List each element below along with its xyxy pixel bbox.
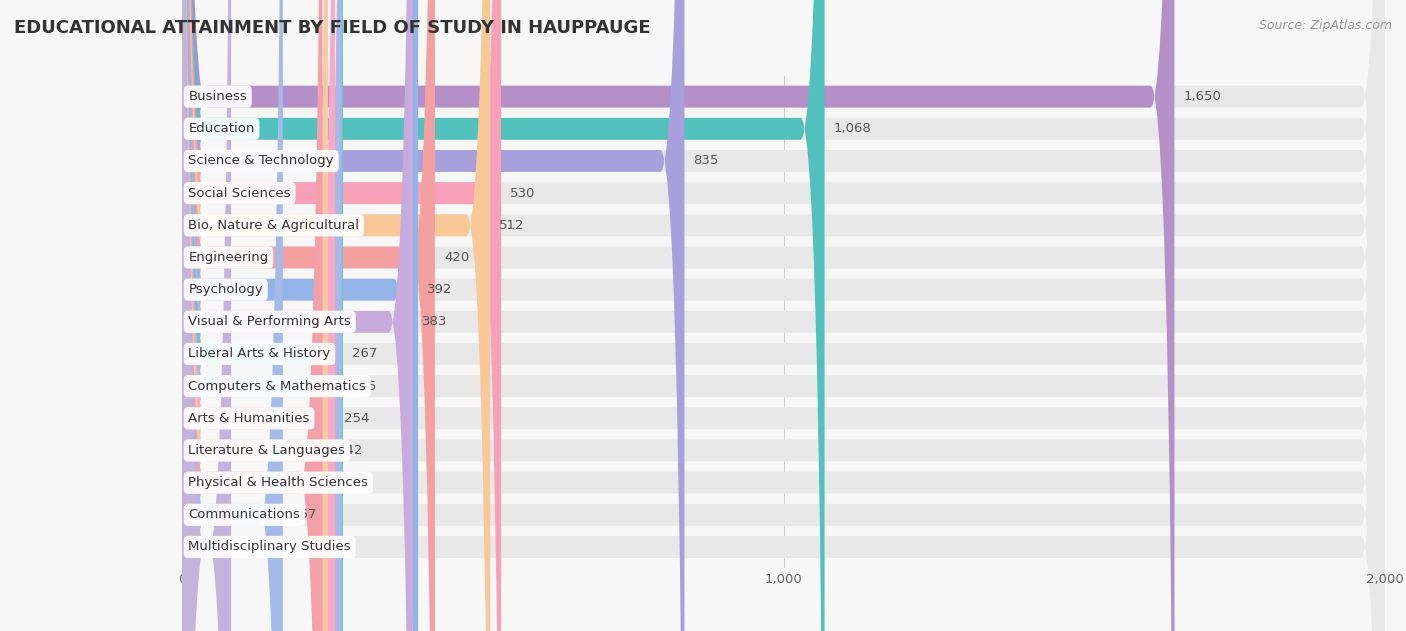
Text: Multidisciplinary Studies: Multidisciplinary Studies bbox=[188, 541, 352, 553]
Text: 267: 267 bbox=[352, 348, 377, 360]
Text: 512: 512 bbox=[499, 219, 524, 232]
FancyBboxPatch shape bbox=[183, 0, 322, 631]
FancyBboxPatch shape bbox=[183, 0, 231, 631]
FancyBboxPatch shape bbox=[183, 0, 1385, 631]
FancyBboxPatch shape bbox=[183, 0, 1385, 631]
Text: Education: Education bbox=[188, 122, 254, 135]
Text: Engineering: Engineering bbox=[188, 251, 269, 264]
Text: 1,650: 1,650 bbox=[1184, 90, 1222, 103]
FancyBboxPatch shape bbox=[183, 0, 1385, 631]
Text: Science & Technology: Science & Technology bbox=[188, 155, 335, 167]
FancyBboxPatch shape bbox=[183, 0, 1385, 631]
FancyBboxPatch shape bbox=[183, 0, 491, 631]
Text: 233: 233 bbox=[332, 476, 357, 489]
Text: Literature & Languages: Literature & Languages bbox=[188, 444, 346, 457]
FancyBboxPatch shape bbox=[183, 0, 1385, 631]
Text: 392: 392 bbox=[427, 283, 453, 296]
Text: Psychology: Psychology bbox=[188, 283, 263, 296]
FancyBboxPatch shape bbox=[183, 0, 1385, 631]
Text: Source: ZipAtlas.com: Source: ZipAtlas.com bbox=[1258, 19, 1392, 32]
Text: 530: 530 bbox=[510, 187, 536, 199]
Text: 265: 265 bbox=[350, 380, 377, 392]
FancyBboxPatch shape bbox=[183, 0, 1385, 631]
FancyBboxPatch shape bbox=[183, 0, 343, 631]
Text: Arts & Humanities: Arts & Humanities bbox=[188, 412, 309, 425]
Text: 420: 420 bbox=[444, 251, 470, 264]
FancyBboxPatch shape bbox=[183, 0, 283, 631]
Text: Business: Business bbox=[188, 90, 247, 103]
FancyBboxPatch shape bbox=[183, 0, 1385, 631]
Text: 835: 835 bbox=[693, 155, 718, 167]
Text: 242: 242 bbox=[337, 444, 363, 457]
Text: 1,068: 1,068 bbox=[834, 122, 872, 135]
Text: Communications: Communications bbox=[188, 509, 301, 521]
FancyBboxPatch shape bbox=[183, 0, 418, 631]
Text: Liberal Arts & History: Liberal Arts & History bbox=[188, 348, 330, 360]
FancyBboxPatch shape bbox=[183, 0, 413, 631]
FancyBboxPatch shape bbox=[183, 0, 342, 631]
FancyBboxPatch shape bbox=[183, 0, 1385, 631]
FancyBboxPatch shape bbox=[183, 0, 1385, 631]
FancyBboxPatch shape bbox=[183, 0, 1385, 631]
FancyBboxPatch shape bbox=[183, 0, 1385, 631]
FancyBboxPatch shape bbox=[183, 0, 328, 631]
Text: Computers & Mathematics: Computers & Mathematics bbox=[188, 380, 366, 392]
Text: 383: 383 bbox=[422, 316, 447, 328]
Text: Bio, Nature & Agricultural: Bio, Nature & Agricultural bbox=[188, 219, 360, 232]
Text: Physical & Health Sciences: Physical & Health Sciences bbox=[188, 476, 368, 489]
Text: 167: 167 bbox=[292, 509, 318, 521]
Text: Social Sciences: Social Sciences bbox=[188, 187, 291, 199]
FancyBboxPatch shape bbox=[183, 0, 1385, 631]
Text: Visual & Performing Arts: Visual & Performing Arts bbox=[188, 316, 352, 328]
Text: 14: 14 bbox=[200, 541, 217, 553]
FancyBboxPatch shape bbox=[183, 0, 1174, 631]
FancyBboxPatch shape bbox=[183, 0, 1385, 631]
FancyBboxPatch shape bbox=[183, 0, 501, 631]
FancyBboxPatch shape bbox=[183, 0, 335, 631]
Text: EDUCATIONAL ATTAINMENT BY FIELD OF STUDY IN HAUPPAUGE: EDUCATIONAL ATTAINMENT BY FIELD OF STUDY… bbox=[14, 19, 651, 37]
FancyBboxPatch shape bbox=[183, 0, 434, 631]
FancyBboxPatch shape bbox=[183, 0, 1385, 631]
Text: 254: 254 bbox=[344, 412, 370, 425]
FancyBboxPatch shape bbox=[183, 0, 824, 631]
FancyBboxPatch shape bbox=[183, 0, 685, 631]
